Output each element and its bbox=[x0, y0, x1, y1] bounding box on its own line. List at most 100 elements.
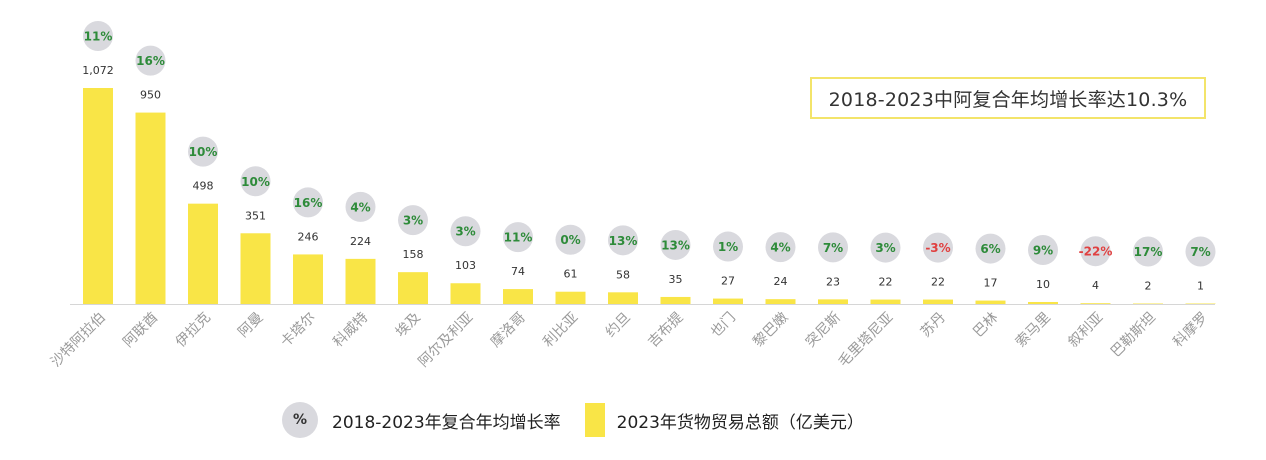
growth-rate-bubble-0 bbox=[83, 21, 113, 51]
bar-value-label-0: 1,072 bbox=[82, 64, 114, 77]
bar-value-label-2: 498 bbox=[193, 180, 214, 193]
bar-21 bbox=[1185, 303, 1216, 304]
growth-rate-bubble-8 bbox=[503, 222, 533, 253]
bar-4 bbox=[293, 254, 323, 304]
bar-value-label-21: 1 bbox=[1197, 280, 1204, 293]
growth-rate-label-15: 3% bbox=[875, 241, 895, 255]
bar-1 bbox=[135, 112, 166, 304]
legend: % 2018-2023年复合年均增长率 2023年货物贸易总额（亿美元） bbox=[282, 400, 864, 440]
bar-3 bbox=[240, 233, 271, 304]
bar-7 bbox=[450, 283, 481, 304]
category-label-4: 卡塔尔 bbox=[278, 310, 319, 351]
bar-value-label-7: 103 bbox=[455, 259, 476, 272]
bar-16 bbox=[923, 299, 953, 304]
category-label-0: 沙特阿拉伯 bbox=[48, 310, 109, 371]
growth-rate-label-3: 10% bbox=[241, 175, 270, 189]
bar-value-label-17: 17 bbox=[984, 277, 998, 290]
category-label-2: 伊拉克 bbox=[173, 310, 214, 351]
growth-rate-label-2: 10% bbox=[189, 145, 218, 159]
bar-value-label-5: 224 bbox=[350, 235, 371, 248]
growth-rate-label-21: 7% bbox=[1190, 245, 1210, 259]
growth-rate-bubble-6 bbox=[398, 205, 428, 236]
growth-rate-bubble-19 bbox=[1080, 236, 1111, 267]
category-label-6: 埃及 bbox=[393, 310, 424, 341]
bar-19 bbox=[1080, 303, 1111, 304]
bar-value-label-1: 950 bbox=[140, 89, 161, 102]
growth-rate-label-17: 6% bbox=[980, 242, 1000, 256]
growth-rate-label-6: 3% bbox=[403, 214, 423, 228]
bar-18 bbox=[1028, 301, 1058, 304]
growth-rate-label-14: 7% bbox=[823, 241, 843, 255]
bar-10 bbox=[608, 292, 638, 304]
growth-rate-bubble-13 bbox=[765, 232, 796, 263]
bar-14 bbox=[818, 299, 848, 304]
bar-value-label-10: 58 bbox=[616, 268, 630, 281]
growth-rate-bubble-11 bbox=[660, 229, 691, 260]
category-label-11: 吉布提 bbox=[645, 310, 686, 351]
cagr-annotation-box: 2018-2023中阿复合年均增长率达10.3% bbox=[810, 77, 1206, 119]
bar-value-label-15: 22 bbox=[879, 276, 893, 289]
category-label-20: 巴勒斯坦 bbox=[1108, 310, 1159, 361]
category-label-15: 毛里塔尼亚 bbox=[836, 310, 897, 371]
growth-rate-label-12: 1% bbox=[718, 240, 738, 254]
legend-growth-rate-marker: % bbox=[282, 402, 318, 438]
growth-rate-bubble-9 bbox=[555, 224, 586, 255]
category-label-13: 黎巴嫩 bbox=[750, 310, 791, 351]
category-label-5: 科威特 bbox=[330, 310, 371, 351]
growth-rate-label-9: 0% bbox=[560, 233, 580, 247]
bar-value-label-13: 24 bbox=[774, 275, 788, 288]
category-label-9: 利比亚 bbox=[540, 310, 581, 351]
growth-rate-bubble-1 bbox=[135, 45, 166, 76]
growth-rate-bubble-7 bbox=[450, 216, 481, 247]
category-label-17: 巴林 bbox=[970, 310, 1001, 341]
growth-rate-label-8: 11% bbox=[504, 231, 533, 245]
growth-rate-bubble-21 bbox=[1185, 236, 1216, 267]
growth-rate-bubble-16 bbox=[923, 232, 953, 263]
growth-rate-bubble-2 bbox=[188, 136, 218, 167]
bar-value-label-6: 158 bbox=[403, 248, 424, 261]
bar-value-label-3: 351 bbox=[245, 209, 266, 222]
category-label-14: 突尼斯 bbox=[803, 310, 844, 351]
bar-9 bbox=[555, 291, 586, 304]
category-label-16: 苏丹 bbox=[918, 310, 949, 341]
legend-trade-total-marker bbox=[584, 403, 605, 437]
legend-percent-symbol: % bbox=[292, 412, 308, 428]
bar-value-label-16: 22 bbox=[931, 276, 945, 289]
growth-rate-label-19: -22% bbox=[1079, 245, 1113, 259]
legend-growth-rate-label: 2018-2023年复合年均增长率 bbox=[332, 412, 561, 433]
category-label-18: 索马里 bbox=[1012, 309, 1054, 351]
growth-rate-label-10: 13% bbox=[609, 234, 638, 248]
cagr-annotation-text: 2018-2023中阿复合年均增长率达10.3% bbox=[828, 88, 1188, 111]
growth-rate-bubble-10 bbox=[608, 225, 638, 256]
bar-value-label-12: 27 bbox=[721, 275, 735, 288]
growth-rate-label-16: -3% bbox=[925, 241, 950, 255]
growth-rate-bubble-12 bbox=[713, 231, 743, 262]
bar-17 bbox=[975, 300, 1006, 304]
growth-rate-bubble-3 bbox=[240, 166, 271, 197]
category-label-8: 摩洛哥 bbox=[487, 309, 529, 351]
growth-rate-bubble-14 bbox=[818, 232, 848, 263]
category-label-3: 阿曼 bbox=[235, 310, 266, 341]
bar-5 bbox=[345, 258, 376, 304]
growth-rate-label-13: 4% bbox=[770, 241, 790, 255]
legend-trade-total-label: 2023年货物贸易总额（亿美元） bbox=[616, 412, 864, 433]
category-label-7: 阿尔及利亚 bbox=[416, 310, 477, 371]
bar-value-label-8: 74 bbox=[511, 265, 525, 278]
category-label-10: 约旦 bbox=[603, 310, 634, 341]
bar-value-label-11: 35 bbox=[669, 273, 683, 286]
bar-value-label-19: 4 bbox=[1092, 279, 1099, 292]
growth-rate-label-0: 11% bbox=[84, 30, 113, 44]
bar-value-label-18: 10 bbox=[1036, 278, 1050, 291]
growth-rate-label-7: 3% bbox=[455, 225, 475, 239]
growth-rate-label-11: 13% bbox=[661, 238, 690, 252]
bar-13 bbox=[765, 299, 796, 304]
growth-rate-bubble-4 bbox=[293, 187, 323, 218]
growth-rate-label-18: 9% bbox=[1033, 243, 1053, 257]
growth-rate-label-4: 16% bbox=[294, 196, 323, 210]
growth-rate-label-20: 17% bbox=[1134, 245, 1163, 259]
bar-value-label-4: 246 bbox=[298, 230, 319, 243]
growth-rate-label-5: 4% bbox=[350, 200, 370, 214]
category-label-1: 阿联酋 bbox=[120, 309, 162, 351]
